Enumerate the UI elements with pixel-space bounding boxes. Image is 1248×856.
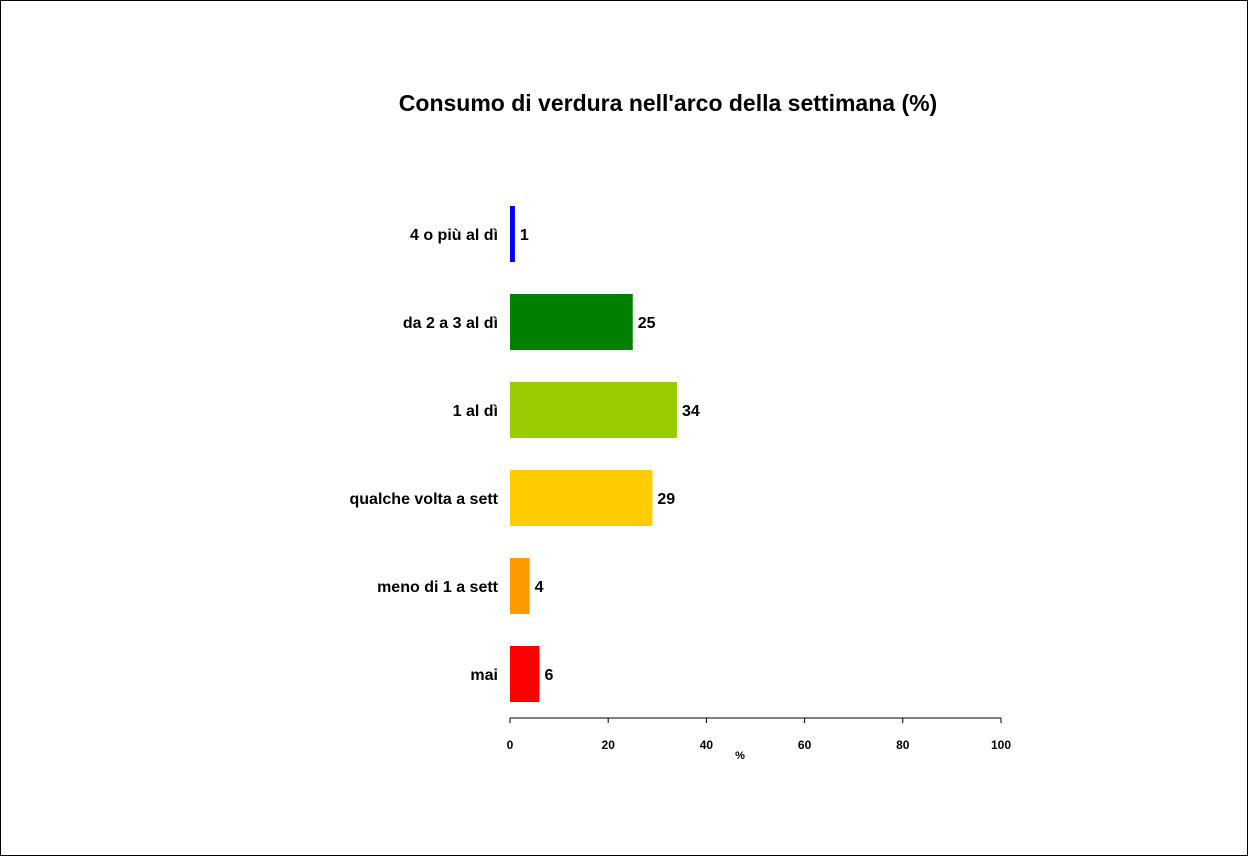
bar	[510, 294, 633, 350]
x-tick-label: 60	[798, 738, 812, 752]
data-label: 4	[535, 579, 544, 596]
data-label: 29	[657, 491, 675, 508]
category-label: 4 o più al dì	[410, 227, 498, 244]
category-label: qualche volta a sett	[350, 491, 499, 508]
x-axis: 0 20 40 60 80 100	[507, 717, 1011, 752]
bar	[510, 646, 540, 702]
bars	[510, 206, 677, 702]
chart-title: Consumo di verdura nell'arco della setti…	[399, 90, 937, 116]
bar	[510, 382, 677, 438]
category-labels: 4 o più al dì da 2 a 3 al dì 1 al dì qualch…	[350, 227, 499, 684]
category-label: mai	[470, 667, 498, 684]
category-label: meno di 1 a sett	[377, 579, 499, 596]
x-tick-label: 0	[507, 738, 514, 752]
x-axis-title: %	[735, 750, 745, 762]
data-labels: 1 25 34 29 4 6	[520, 227, 700, 684]
bar	[510, 558, 530, 614]
data-label: 1	[520, 227, 529, 244]
bar	[510, 206, 515, 262]
x-tick-label: 80	[896, 738, 910, 752]
x-tick-label: 100	[991, 738, 1011, 752]
data-label: 25	[638, 315, 656, 332]
bar	[510, 470, 653, 526]
x-tick-label: 20	[602, 738, 616, 752]
category-label: da 2 a 3 al dì	[403, 315, 498, 332]
x-tick-label: 40	[700, 738, 714, 752]
category-label: 1 al dì	[453, 403, 498, 420]
data-label: 6	[544, 667, 553, 684]
data-label: 34	[682, 403, 700, 420]
